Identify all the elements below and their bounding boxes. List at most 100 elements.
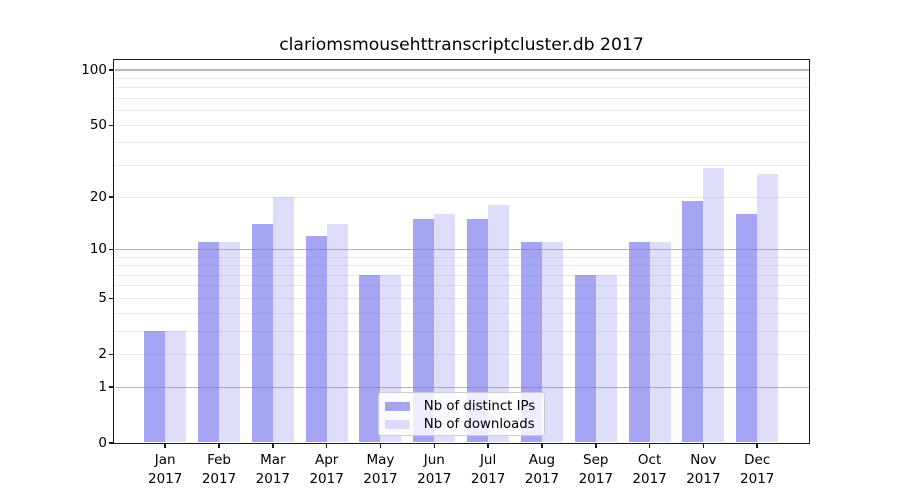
bar-distinct-ips <box>467 218 489 443</box>
bar-distinct-ips <box>682 200 704 443</box>
y-tick-label: 10 <box>89 241 107 258</box>
plot-area <box>113 59 811 445</box>
x-tick-label: Jun 2017 <box>407 451 461 490</box>
gridline-minor <box>115 285 809 287</box>
x-tick-month: Jun <box>423 452 445 468</box>
bar-distinct-ips <box>251 224 273 443</box>
x-tick-label: Jul 2017 <box>461 451 515 490</box>
x-tick-month: Jul <box>479 452 497 468</box>
gridline-minor <box>115 87 809 89</box>
bar-distinct-ips <box>574 275 596 443</box>
y-tick <box>109 124 114 126</box>
bar-distinct-ips <box>413 218 435 443</box>
y-tick <box>109 442 114 444</box>
gridline-minor <box>115 196 809 198</box>
x-tick-year: 2017 <box>417 471 452 488</box>
bar-downloads <box>488 205 510 443</box>
gridline-minor <box>115 312 809 314</box>
bar-distinct-ips <box>144 331 166 443</box>
gridline-minor <box>115 110 809 112</box>
x-tick-month: May <box>366 452 395 468</box>
x-tick-year: 2017 <box>740 471 775 488</box>
bar-downloads <box>219 242 241 443</box>
x-tick-year: 2017 <box>524 471 560 488</box>
legend-swatch-downloads <box>385 419 410 430</box>
gridline-minor <box>115 142 809 144</box>
bar-downloads <box>541 242 563 443</box>
x-tick-year: 2017 <box>201 471 237 488</box>
y-tick-label: 50 <box>89 117 107 134</box>
x-tick-month: Mar <box>260 452 286 468</box>
x-tick-year: 2017 <box>309 471 344 488</box>
gridline-major <box>115 248 809 250</box>
x-tick <box>379 444 382 449</box>
x-tick-month: Nov <box>690 452 717 468</box>
gridline-minor <box>115 297 809 299</box>
gridline-major <box>115 386 809 388</box>
bar-distinct-ips <box>305 235 327 443</box>
x-tick <box>648 444 651 449</box>
x-tick-label: May 2017 <box>353 451 407 490</box>
bar-distinct-ips <box>628 242 650 443</box>
x-tick-year: 2017 <box>686 471 721 488</box>
gridline-major <box>115 69 809 71</box>
gridline-minor <box>115 256 809 258</box>
x-tick <box>218 444 220 449</box>
chart-title: clariomsmousehttranscriptcluster.db 2017 <box>279 35 644 55</box>
y-tick-label: 1 <box>98 379 107 396</box>
gridline-minor <box>115 124 809 126</box>
gridline-minor <box>115 77 809 79</box>
y-tick <box>109 196 114 198</box>
x-tick-year: 2017 <box>363 471 398 488</box>
x-tick <box>272 444 274 449</box>
x-tick-year: 2017 <box>578 471 613 488</box>
gridline-minor <box>115 353 809 355</box>
y-tick-label: 0 <box>98 435 107 452</box>
gridline-minor <box>115 97 809 99</box>
legend-label-distinct-ips: Nb of distinct IPs <box>423 398 536 414</box>
x-tick <box>756 444 758 449</box>
legend-label-downloads: Nb of downloads <box>423 416 535 432</box>
x-tick-label: Feb 2017 <box>192 451 246 490</box>
legend: Nb of distinct IPs Nb of downloads <box>378 392 546 437</box>
x-tick-year: 2017 <box>255 471 290 488</box>
bar-downloads <box>272 197 294 443</box>
x-tick-label: Aug 2017 <box>515 451 569 490</box>
legend-item-downloads: Nb of downloads <box>385 416 535 434</box>
x-tick-month: Dec <box>744 452 771 468</box>
bar-downloads <box>326 224 348 443</box>
y-tick-label: 20 <box>89 189 107 205</box>
x-tick <box>433 444 436 449</box>
x-tick-month: Apr <box>314 452 339 468</box>
gridline-minor <box>115 330 809 332</box>
x-tick-year: 2017 <box>148 471 183 488</box>
x-tick-label: Sep 2017 <box>569 451 623 490</box>
x-tick-label: Nov 2017 <box>676 451 730 490</box>
y-tick-label: 5 <box>98 290 107 307</box>
y-tick <box>109 69 114 71</box>
x-tick-year: 2017 <box>632 471 667 488</box>
x-tick <box>541 444 543 449</box>
gridline-minor <box>115 165 809 166</box>
y-tick-label: 2 <box>98 346 107 363</box>
x-tick-label: Jan 2017 <box>138 451 192 490</box>
x-tick <box>595 444 597 449</box>
bar-distinct-ips <box>198 242 220 443</box>
x-tick <box>325 444 328 449</box>
bar-downloads <box>703 168 725 443</box>
x-tick-year: 2017 <box>470 471 506 488</box>
x-tick-label: Dec 2017 <box>730 451 784 490</box>
gridline-minor <box>115 265 809 267</box>
bar-downloads <box>757 173 779 443</box>
y-tick-label: 100 <box>81 62 107 78</box>
y-tick <box>109 386 114 388</box>
x-tick <box>164 444 166 449</box>
bar-downloads <box>649 242 671 443</box>
x-tick-month: Feb <box>207 452 231 468</box>
bar-downloads <box>595 275 617 443</box>
bar-distinct-ips <box>359 275 381 443</box>
